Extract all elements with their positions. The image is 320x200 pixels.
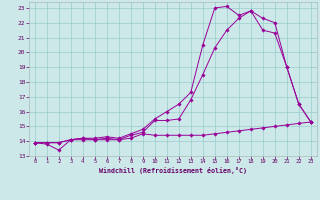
X-axis label: Windchill (Refroidissement éolien,°C): Windchill (Refroidissement éolien,°C)	[99, 167, 247, 174]
